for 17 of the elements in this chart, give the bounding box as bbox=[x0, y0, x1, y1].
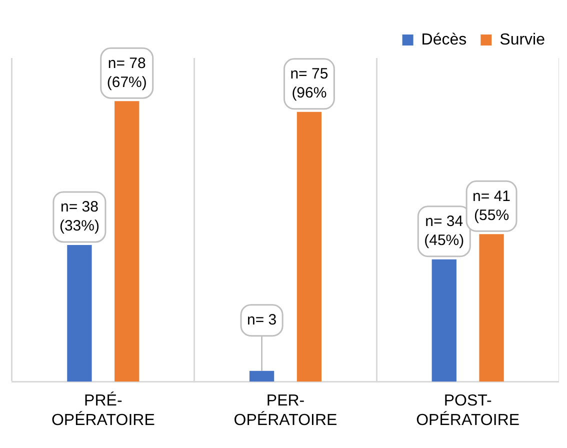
data-label: n= 3 bbox=[246, 311, 277, 328]
data-label: n= 34 (45%) bbox=[424, 212, 464, 249]
bar bbox=[114, 101, 140, 382]
data-label: n= 38 (33%) bbox=[59, 198, 100, 235]
bar bbox=[249, 370, 274, 382]
legend-label: Décès bbox=[421, 31, 467, 48]
data-label: n= 41 (55% bbox=[472, 188, 511, 224]
bar bbox=[296, 112, 322, 382]
x-tick-label: PER-OPÉRATOIRE bbox=[234, 392, 338, 429]
bar bbox=[67, 244, 92, 382]
bar bbox=[432, 259, 456, 382]
data-label: n= 78 (67%) bbox=[106, 54, 147, 91]
data-label: n= 75 (96% bbox=[290, 66, 328, 102]
legend-label: Survie bbox=[500, 31, 546, 48]
bar bbox=[479, 234, 504, 382]
x-tick-label: POST-OPÉRATOIRE bbox=[416, 392, 520, 429]
x-tick-label: PRÉ-OPÉRATOIRE bbox=[51, 392, 155, 429]
